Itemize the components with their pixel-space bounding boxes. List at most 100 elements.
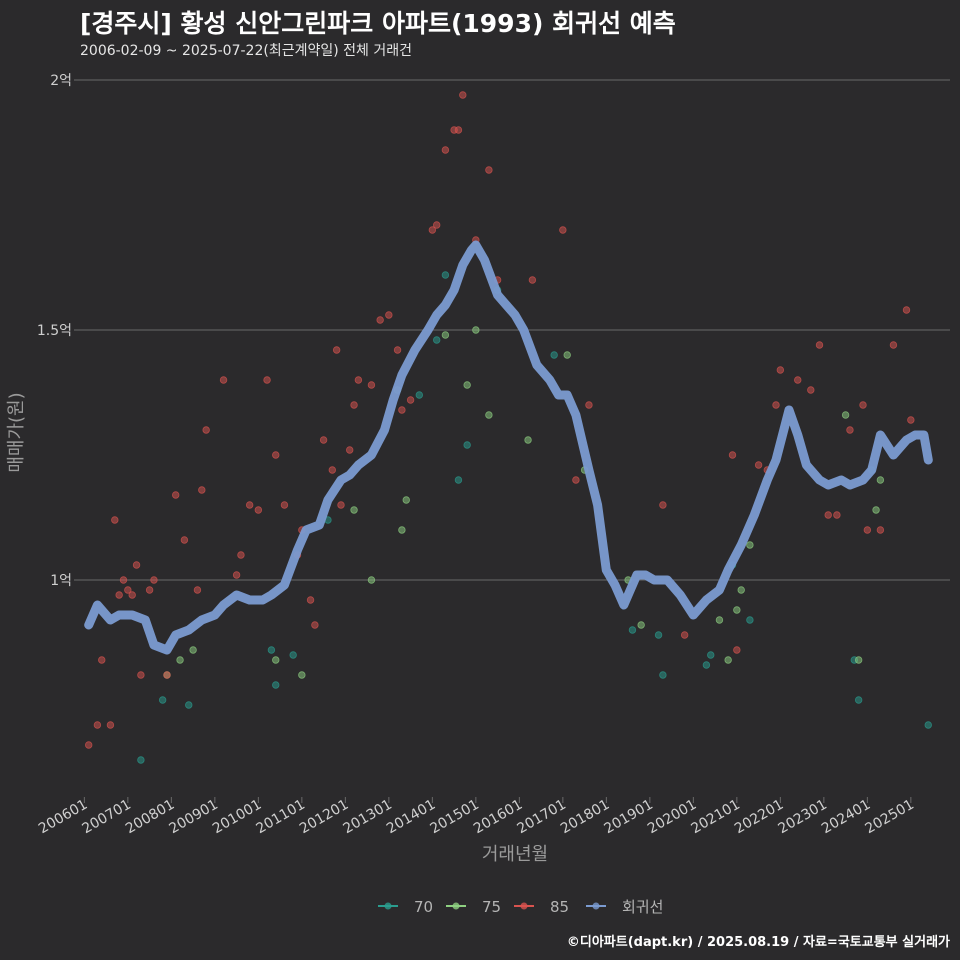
scatter-point-85 (433, 221, 441, 229)
x-tick-label: 201801 (558, 797, 612, 838)
scatter-point-70 (854, 696, 863, 704)
scatter-point-75 (463, 381, 471, 389)
y-tick-label: 1억 (50, 573, 72, 589)
scatter-point-85 (237, 551, 245, 559)
scatter-point-85 (376, 316, 384, 324)
scatter-point-85 (98, 656, 106, 664)
scatter-point-75 (841, 411, 850, 419)
x-tick-label: 201001 (210, 797, 264, 838)
scatter-point-70 (454, 476, 463, 484)
x-tick-label: 202101 (689, 797, 743, 838)
scatter-point-85 (319, 436, 328, 444)
scatter-point-85 (354, 376, 363, 384)
scatter-point-75 (367, 576, 376, 584)
x-tick-label: 200901 (167, 797, 221, 838)
scatter-point-85 (907, 416, 915, 424)
x-tick-label: 202401 (819, 797, 873, 838)
scatter-point-75 (637, 621, 645, 629)
scatter-point-85 (776, 366, 785, 374)
scatter-point-75 (398, 526, 406, 534)
scatter-point-85 (585, 401, 593, 409)
scatter-point-85 (328, 466, 336, 474)
scatter-point-85 (111, 516, 119, 524)
scatter-point-70 (289, 651, 297, 659)
scatter-point-85 (367, 381, 376, 389)
scatter-point-85 (385, 311, 393, 319)
scatter-point-85 (846, 426, 854, 434)
scatter-point-75 (472, 326, 480, 334)
scatter-point-85 (559, 226, 567, 234)
scatter-point-85 (337, 501, 345, 509)
scatter-point-85 (459, 91, 467, 99)
scatter-point-85 (772, 401, 780, 409)
x-tick-label: 202501 (863, 797, 917, 838)
scatter-point-85 (859, 401, 867, 409)
scatter-point-85 (441, 146, 450, 154)
scatter-point-85 (659, 501, 667, 509)
scatter-point-85 (150, 576, 158, 584)
scatter-point-85 (794, 376, 802, 384)
scatter-point-85 (528, 276, 537, 284)
legend-label: 75 (482, 898, 501, 916)
scatter-point-75 (298, 671, 306, 679)
scatter-point-85 (84, 741, 93, 749)
scatter-point-70 (137, 756, 145, 764)
scatter-point-85 (833, 511, 841, 519)
x-tick-label: 202001 (645, 797, 699, 838)
scatter-point-85 (406, 396, 415, 404)
scatter-point-70 (272, 681, 280, 689)
legend-swatch-dot (384, 902, 392, 910)
scatter-point-85 (863, 526, 872, 534)
scatter-point-85 (272, 451, 280, 459)
scatter-point-85 (115, 591, 123, 599)
scatter-point-85 (198, 486, 206, 494)
scatter-point-75 (189, 646, 197, 654)
scatter-point-75 (563, 351, 571, 359)
scatter-point-75 (524, 436, 532, 444)
x-tick-label: 200701 (80, 797, 134, 838)
scatter-point-85 (398, 406, 406, 414)
x-tick-label: 201601 (471, 797, 525, 838)
scatter-point-85 (193, 586, 202, 594)
scatter-point-70 (158, 696, 167, 704)
x-tick-label: 202201 (732, 797, 786, 838)
scatter-point-70 (702, 661, 711, 669)
scatter-point-75 (724, 656, 732, 664)
scatter-point-85 (454, 126, 463, 134)
scatter-point-85 (807, 386, 815, 394)
x-tick-label: 201701 (515, 797, 569, 838)
scatter-point-85 (132, 561, 141, 569)
scatter-point-85 (572, 476, 580, 484)
scatter-point-85 (306, 596, 315, 604)
scatter-point-85 (902, 306, 911, 314)
scatter-point-85 (119, 576, 128, 584)
scatter-point-85 (728, 451, 737, 459)
scatter-point-85 (680, 631, 689, 639)
scatter-point-85 (346, 446, 354, 454)
scatter-point-75 (876, 476, 885, 484)
y-axis-title: 매매가(원) (6, 392, 27, 472)
legend-label: 70 (414, 898, 433, 916)
scatter-point-85 (824, 511, 832, 519)
scatter-point-70 (707, 651, 715, 659)
x-tick-label: 202301 (776, 797, 830, 838)
scatter-point-85 (754, 461, 763, 469)
x-tick-label: 201501 (428, 797, 482, 838)
x-tick-label: 201901 (602, 797, 656, 838)
scatter-point-85 (145, 586, 154, 594)
x-tick-label: 201301 (341, 797, 395, 838)
scatter-point-85 (124, 586, 132, 594)
x-tick-label: 201201 (297, 797, 351, 838)
scatter-point-85 (393, 346, 402, 354)
scatter-point-75 (746, 541, 754, 549)
scatter-point-85 (350, 401, 358, 409)
x-axis-title: 거래년월 (482, 844, 548, 865)
scatter-point-85 (245, 501, 254, 509)
scatter-point-85 (733, 646, 741, 654)
x-tick-label: 201401 (384, 797, 438, 838)
scatter-point-75 (350, 506, 358, 514)
scatter-point-85 (332, 346, 341, 354)
y-tick-label: 1.5억 (37, 323, 72, 339)
legend-swatch-dot (452, 902, 460, 910)
